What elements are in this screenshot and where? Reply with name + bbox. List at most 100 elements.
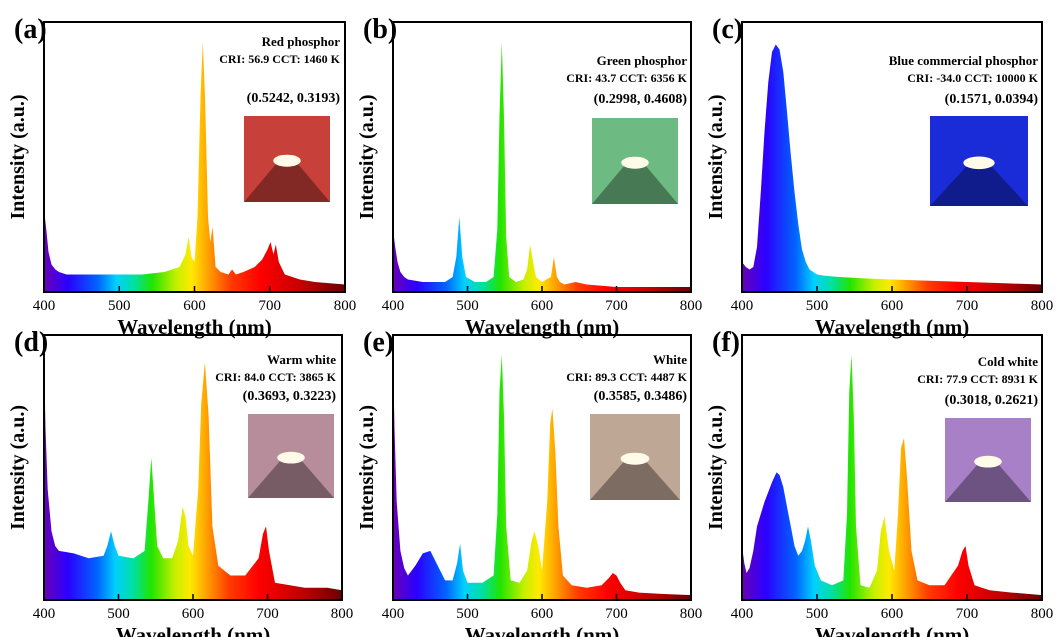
x-tick-label: 400	[33, 606, 56, 622]
cri-label: CRI:	[566, 370, 595, 384]
spectrum-area	[393, 354, 691, 600]
x-tick-label: 800	[331, 606, 354, 622]
x-tick-label: 500	[806, 606, 829, 622]
x-tick-label: 800	[334, 298, 357, 314]
cct-label: CCT:	[619, 370, 650, 384]
x-tick-label: 400	[731, 606, 754, 622]
cct-value: 1460 K	[304, 52, 341, 66]
sample-title: White	[653, 352, 687, 367]
sample-title: Red phosphor	[262, 34, 341, 49]
led-glow	[273, 154, 301, 167]
sample-title: Blue commercial phosphor	[889, 53, 1038, 68]
panel-label: (d)	[14, 327, 48, 358]
spectrum-area	[742, 354, 1042, 600]
led-photo	[244, 116, 330, 202]
cri-value: 84.0	[244, 370, 268, 384]
x-tick-label: 400	[382, 298, 405, 314]
panel-label: (a)	[14, 14, 47, 45]
x-tick-label: 500	[456, 298, 479, 314]
cri-cct-readout: CRI: 89.3 CCT: 4487 K	[566, 370, 687, 384]
x-tick-label: 700	[605, 298, 628, 314]
cct-label: CCT:	[272, 52, 303, 66]
led-glow	[620, 452, 650, 465]
panel-label: (f)	[712, 327, 740, 358]
cie-coordinates: (0.5242, 0.3193)	[247, 91, 341, 106]
x-tick-label: 600	[182, 606, 205, 622]
x-tick-label: 400	[382, 606, 405, 622]
cri-value: 43.7	[595, 71, 619, 85]
y-axis-label: Intensity (a.u.)	[705, 405, 727, 530]
sample-title: Cold white	[978, 354, 1039, 369]
spectrum-area	[742, 44, 1042, 292]
cri-cct-readout: CRI: 84.0 CCT: 3865 K	[215, 370, 336, 384]
cri-cct-readout: CRI: 43.7 CCT: 6356 K	[566, 71, 687, 85]
led-photo-base	[592, 165, 678, 204]
led-photo	[930, 116, 1028, 206]
x-axis-label: Wavelength (nm)	[815, 623, 970, 637]
cri-value: 89.3	[595, 370, 619, 384]
sample-title: Warm white	[267, 352, 336, 367]
x-tick-label: 700	[259, 298, 282, 314]
x-tick-label: 600	[881, 298, 904, 314]
x-tick-label: 700	[256, 606, 279, 622]
cri-value: -34.0	[936, 71, 964, 85]
led-photo-base	[930, 165, 1028, 206]
cie-coordinates: (0.3018, 0.2621)	[945, 393, 1039, 408]
cri-value: 77.9	[946, 372, 970, 386]
cri-label: CRI:	[219, 52, 248, 66]
led-photo	[590, 414, 680, 500]
cct-label: CCT:	[964, 71, 995, 85]
spectrum-area	[44, 354, 342, 600]
cct-value: 10000 K	[996, 71, 1039, 85]
led-photo	[592, 118, 678, 204]
led-photo-base	[590, 461, 680, 500]
x-axis-label: Wavelength (nm)	[116, 623, 271, 637]
cri-cct-readout: CRI: 56.9 CCT: 1460 K	[219, 52, 340, 66]
panel-label: (b)	[363, 14, 397, 45]
led-photo-base	[248, 460, 334, 498]
cie-coordinates: (0.2998, 0.4608)	[594, 92, 688, 107]
cri-cct-readout: CRI: 77.9 CCT: 8931 K	[917, 372, 1038, 386]
y-axis-label: Intensity (a.u.)	[705, 94, 727, 219]
cct-value: 8931 K	[1002, 372, 1039, 386]
x-tick-label: 500	[107, 606, 130, 622]
cct-label: CCT:	[268, 370, 299, 384]
led-photo-base	[945, 464, 1031, 502]
y-axis-label: Intensity (a.u.)	[356, 405, 378, 530]
cct-value: 6356 K	[651, 71, 688, 85]
sample-title: Green phosphor	[597, 53, 688, 68]
x-axis-label: Wavelength (nm)	[465, 623, 620, 637]
x-tick-label: 800	[680, 298, 703, 314]
x-tick-label: 600	[531, 606, 554, 622]
x-tick-label: 700	[956, 298, 979, 314]
led-glow	[963, 156, 995, 170]
cct-value: 3865 K	[300, 370, 337, 384]
x-tick-label: 600	[183, 298, 206, 314]
x-tick-label: 500	[806, 298, 829, 314]
x-tick-label: 800	[680, 606, 703, 622]
cri-label: CRI:	[917, 372, 946, 386]
x-tick-label: 800	[1031, 606, 1054, 622]
cct-label: CCT:	[619, 71, 650, 85]
cri-label: CRI:	[215, 370, 244, 384]
cri-label: CRI:	[566, 71, 595, 85]
panel-label: (e)	[363, 327, 394, 358]
led-photo	[248, 414, 334, 498]
led-photo-base	[244, 163, 330, 202]
x-tick-label: 700	[956, 606, 979, 622]
x-tick-label: 800	[1031, 298, 1054, 314]
y-axis-label: Intensity (a.u.)	[7, 94, 29, 219]
panel-label: (c)	[712, 14, 743, 45]
x-tick-label: 400	[33, 298, 56, 314]
cri-cct-readout: CRI: -34.0 CCT: 10000 K	[907, 71, 1038, 85]
led-glow	[277, 451, 305, 464]
led-glow	[974, 455, 1002, 468]
cri-label: CRI:	[907, 71, 936, 85]
led-glow	[621, 156, 649, 169]
